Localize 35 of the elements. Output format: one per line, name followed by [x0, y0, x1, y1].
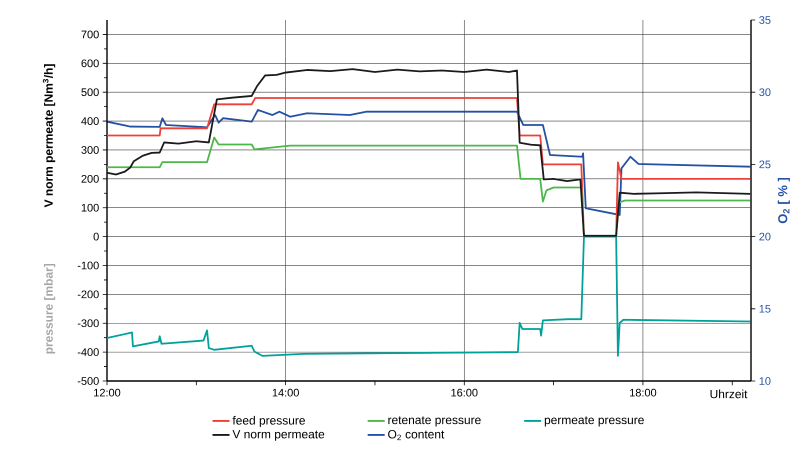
y2-tick-label: 15 [760, 304, 770, 313]
y-tick-label: 200 [81, 174, 99, 183]
x-tick-label: 12:00 [94, 388, 120, 397]
y-tick-label: 600 [82, 59, 99, 68]
y2-tick-label: 10 [760, 377, 771, 385]
y2-tick-label: 25 [759, 160, 770, 168]
y-tick-label: -400 [78, 348, 99, 356]
x-tick-label: 16:00 [451, 388, 478, 397]
y-tick-label: 300 [81, 146, 99, 154]
y-tick-label: -200 [78, 290, 99, 298]
y2-tick-label: 20 [759, 232, 771, 240]
y-tick-label: 100 [82, 204, 99, 212]
x-tick-label: 14:00 [272, 388, 299, 397]
x-tick-label: 18:00 [630, 388, 656, 397]
y2-tick-label: 30 [759, 88, 771, 96]
line-series [107, 109, 752, 216]
legend-label: retenate pressure [388, 416, 481, 427]
legend-label: permeate pressure [544, 416, 644, 427]
text: pressure [mbar] [44, 264, 56, 354]
x-axis-title: Uhrzeit [710, 390, 748, 398]
y-tick-label: -500 [78, 377, 99, 385]
y-tick-label: -300 [78, 319, 99, 328]
y-tick-label: 500 [81, 88, 99, 96]
legend-label: V norm permeate [232, 430, 324, 441]
line-series [106, 68, 752, 237]
y-tick-label: 700 [82, 30, 99, 38]
y-axis-title: V norm permeate [Nm$^{3}$/h] [42, 64, 56, 208]
line-series [106, 236, 752, 357]
y-tick-label: 400 [81, 117, 99, 125]
legend-label: feed pressure [232, 416, 305, 428]
legend-label: O$_{2}$ content [388, 430, 444, 440]
y-tick-label: -100 [78, 262, 99, 270]
y2-axis-title: O$_{2}$ [ % ] [778, 178, 790, 224]
y2-tick-label: 35 [759, 16, 770, 24]
y-tick-label: 0 [94, 232, 99, 240]
